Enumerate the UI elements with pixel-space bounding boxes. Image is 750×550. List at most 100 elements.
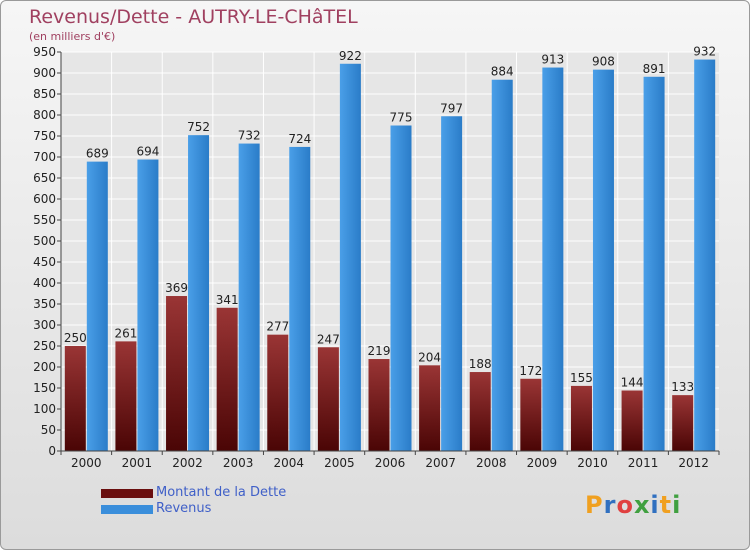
data-label-revenus: 922: [339, 49, 362, 63]
x-tick-label: 2009: [527, 456, 558, 470]
data-label-debt: 277: [266, 320, 289, 334]
x-tick-label: 2011: [628, 456, 659, 470]
bar-debt: [419, 365, 441, 451]
data-label-revenus: 908: [592, 55, 615, 69]
logo-letter: r: [603, 491, 617, 519]
bar-debt: [64, 346, 86, 451]
y-tick-label: 250: [33, 339, 56, 353]
data-label-debt: 155: [570, 371, 593, 385]
data-label-revenus: 694: [136, 145, 159, 159]
data-label-revenus: 932: [693, 45, 716, 59]
data-label-debt: 219: [368, 344, 391, 358]
y-tick-label: 600: [33, 192, 56, 206]
y-tick-label: 550: [33, 213, 56, 227]
bar-revenus: [542, 67, 564, 451]
bar-revenus: [441, 116, 463, 451]
legend-swatch-revenus: [101, 505, 153, 514]
data-label-revenus: 689: [86, 147, 109, 161]
y-tick-label: 700: [33, 150, 56, 164]
data-label-revenus: 797: [440, 101, 463, 115]
y-tick-label: 100: [33, 402, 56, 416]
bar-debt: [267, 334, 289, 451]
bar-debt: [115, 341, 137, 451]
bar-revenus: [137, 159, 159, 451]
bar-revenus: [592, 69, 614, 451]
y-tick-label: 800: [33, 108, 56, 122]
logo-letter: t: [659, 491, 673, 519]
legend-label-debt: Montant de la Dette: [156, 485, 287, 500]
data-label-debt: 369: [165, 281, 188, 295]
data-label-debt: 172: [519, 364, 542, 378]
data-label-revenus: 913: [541, 53, 564, 67]
data-label-debt: 247: [317, 332, 340, 346]
y-tick-label: 50: [41, 423, 56, 437]
y-tick-label: 350: [33, 297, 56, 311]
legend-label-revenus: Revenus: [156, 501, 212, 516]
bar-revenus: [86, 161, 108, 451]
bar-debt: [520, 378, 542, 451]
bar-debt: [621, 390, 643, 451]
data-label-debt: 261: [114, 326, 137, 340]
x-tick-label: 2000: [71, 456, 102, 470]
data-label-debt: 133: [671, 380, 694, 394]
bar-revenus: [491, 79, 513, 451]
y-tick-label: 900: [33, 66, 56, 80]
x-tick-label: 2003: [223, 456, 254, 470]
data-label-debt: 341: [216, 293, 239, 307]
data-label-revenus: 884: [491, 65, 514, 79]
bar-debt: [469, 372, 491, 451]
x-tick-label: 2012: [678, 456, 709, 470]
y-tick-label: 750: [33, 129, 56, 143]
bar-debt: [570, 385, 592, 451]
bar-revenus: [188, 135, 210, 451]
y-tick-label: 500: [33, 234, 56, 248]
bar-revenus: [694, 59, 716, 452]
data-label-debt: 250: [64, 331, 87, 345]
x-tick-label: 2001: [122, 456, 153, 470]
bar-revenus: [339, 63, 361, 451]
bar-revenus: [390, 125, 412, 451]
y-tick-label: 950: [33, 45, 56, 59]
y-tick-label: 450: [33, 255, 56, 269]
x-tick-label: 2007: [425, 456, 456, 470]
data-label-revenus: 732: [238, 129, 261, 143]
logo-letter: i: [672, 491, 682, 519]
legend-swatch-debt: [101, 489, 153, 498]
data-label-debt: 188: [469, 357, 492, 371]
bar-debt: [166, 296, 188, 451]
logo-letter: o: [616, 491, 634, 519]
bar-debt: [317, 347, 339, 451]
y-tick-label: 0: [48, 444, 56, 458]
bar-revenus: [238, 143, 260, 451]
x-tick-label: 2002: [172, 456, 203, 470]
data-label-revenus: 752: [187, 120, 210, 134]
y-tick-label: 200: [33, 360, 56, 374]
y-tick-label: 650: [33, 171, 56, 185]
logo-letter: P: [585, 491, 604, 519]
bar-debt: [672, 395, 694, 451]
logo-letter: i: [650, 491, 660, 519]
bar-revenus: [289, 146, 311, 452]
data-label-revenus: 724: [288, 132, 311, 146]
data-label-debt: 144: [621, 376, 644, 390]
x-tick-label: 2004: [273, 456, 304, 470]
proxiti-logo: Proxiti: [585, 491, 681, 519]
chart-title: Revenus/Dette - AUTRY-LE-CHâTEL: [29, 6, 358, 28]
chart-subtitle: (en milliers d'€): [29, 30, 116, 43]
y-tick-label: 850: [33, 87, 56, 101]
y-tick-label: 150: [33, 381, 56, 395]
bar-debt: [216, 307, 238, 451]
x-tick-label: 2008: [476, 456, 507, 470]
data-label-revenus: 891: [643, 62, 666, 76]
data-label-revenus: 775: [390, 111, 413, 125]
y-tick-label: 300: [33, 318, 56, 332]
data-label-debt: 204: [418, 350, 441, 364]
bar-debt: [368, 359, 390, 451]
y-tick-label: 400: [33, 276, 56, 290]
x-tick-label: 2006: [375, 456, 406, 470]
logo-letter: x: [633, 491, 651, 519]
bar-revenus: [643, 76, 665, 451]
x-tick-label: 2010: [577, 456, 608, 470]
